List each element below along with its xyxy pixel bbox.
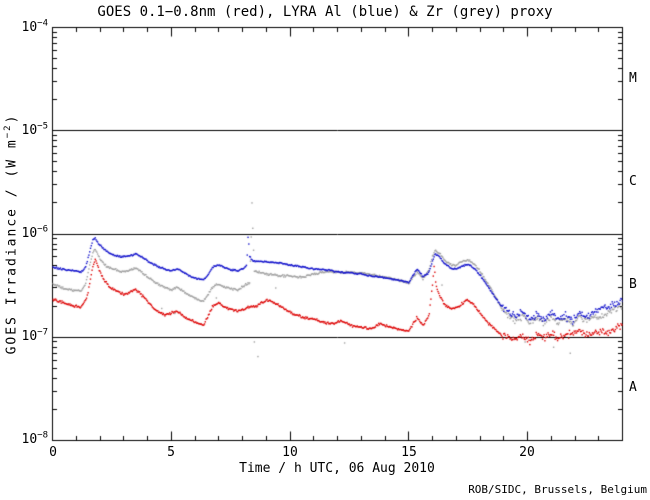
x-tick-label-5: 5 [167,445,175,460]
x-axis-label: Time / h UTC, 06 Aug 2010 [239,461,435,476]
y-tick-label-1e-4: 10−4 [21,18,49,35]
y-tick-exponent: −8 [37,430,48,441]
flare-class-label-b: B [629,277,637,292]
x-tick-label-20: 20 [519,445,535,460]
y-tick-exponent: −6 [37,224,48,235]
y-tick-exponent: −7 [37,327,48,338]
y-tick-label-1e-5: 10−5 [21,121,49,138]
x-tick-label-10: 10 [282,445,298,460]
y-axis-label-exponent: −2 [3,123,14,139]
y-tick-label-1e-7: 10−7 [21,327,49,344]
y-tick-label-1e-6: 10−6 [21,224,49,241]
y-tick-label-1e-8: 10−8 [21,430,49,447]
y-tick-exponent: −4 [37,18,48,29]
x-tick-label-15: 15 [401,445,417,460]
chart-title: GOES 0.1−0.8nm (red), LYRA Al (blue) & Z… [97,4,553,20]
credit-text: ROB/SIDC, Brussels, Belgium [468,483,647,496]
flare-class-label-a: A [629,380,637,395]
x-tick-label-0: 0 [49,445,57,460]
y-tick-exponent: −5 [37,121,48,132]
flare-class-label-c: C [629,174,637,189]
flare-class-label-m: M [629,71,637,86]
y-axis-label: GOES Irradiance / (W m−2) [3,113,20,355]
